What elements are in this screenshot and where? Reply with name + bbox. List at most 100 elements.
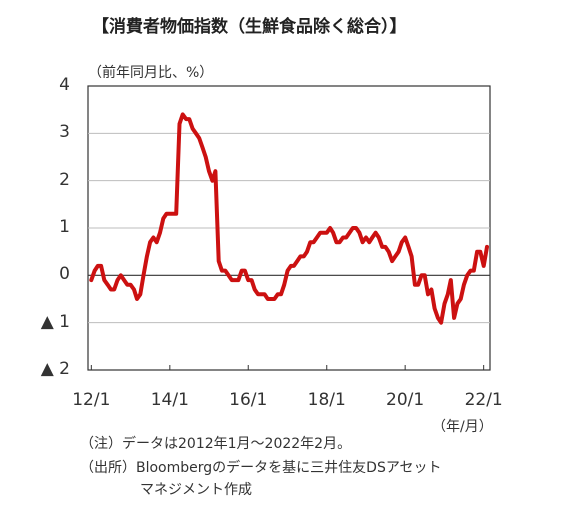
data-point — [178, 122, 182, 126]
data-point — [357, 231, 361, 235]
x-tick-label: 12/1 — [72, 390, 111, 410]
data-point — [413, 283, 417, 287]
data-point — [250, 278, 254, 282]
data-point — [331, 231, 335, 235]
data-point — [236, 278, 240, 282]
x-tick-label: 16/1 — [229, 390, 268, 410]
data-point — [419, 273, 423, 277]
data-point — [253, 288, 257, 292]
data-point — [433, 306, 437, 310]
y-tick-label: 3 — [59, 122, 70, 143]
data-point — [351, 226, 355, 230]
data-point — [344, 235, 348, 239]
data-point — [308, 240, 312, 244]
data-point — [286, 269, 290, 273]
data-point — [138, 292, 142, 296]
data-point — [439, 321, 443, 325]
data-point — [194, 131, 198, 135]
gridlines — [88, 132, 490, 324]
data-point — [282, 283, 286, 287]
data-point — [364, 235, 368, 239]
data-point — [312, 240, 316, 244]
data-point — [328, 226, 332, 230]
data-point — [109, 288, 113, 292]
data-point — [246, 278, 250, 282]
data-point — [148, 240, 152, 244]
y-tick-label: ▲ 1 — [40, 311, 70, 332]
data-point — [442, 302, 446, 306]
data-point — [338, 240, 342, 244]
data-point — [367, 240, 371, 244]
data-point — [279, 292, 283, 296]
chart-title: 【消費者物価指数（生鮮食品除く総合）】 — [92, 17, 407, 37]
y-tick-label: ▲ 2 — [40, 359, 70, 379]
data-point — [348, 231, 352, 235]
data-point — [223, 269, 227, 273]
data-point — [426, 292, 430, 296]
cpi-series-line — [89, 112, 489, 325]
data-point — [478, 250, 482, 254]
data-point — [305, 250, 309, 254]
data-point — [142, 273, 146, 277]
data-point — [446, 292, 450, 296]
data-point — [416, 283, 420, 287]
data-point — [295, 259, 299, 263]
data-point — [165, 212, 169, 216]
data-point — [472, 269, 476, 273]
data-point — [289, 264, 293, 268]
data-point — [436, 316, 440, 320]
data-point — [403, 235, 407, 239]
data-point — [89, 278, 93, 282]
source-line-continued: マネジメント作成 — [140, 482, 252, 498]
data-point — [259, 292, 263, 296]
data-point — [191, 127, 195, 131]
data-point — [168, 212, 172, 216]
data-point — [452, 316, 456, 320]
data-point — [210, 179, 214, 183]
data-point — [397, 250, 401, 254]
data-point — [106, 283, 110, 287]
data-point — [125, 283, 129, 287]
data-point — [161, 217, 165, 221]
data-point — [318, 231, 322, 235]
data-point — [256, 292, 260, 296]
data-point — [174, 212, 178, 216]
data-point — [459, 297, 463, 301]
data-point — [377, 235, 381, 239]
data-point — [217, 259, 221, 263]
data-point — [390, 259, 394, 263]
data-point — [200, 146, 204, 150]
data-point — [135, 297, 139, 301]
data-point — [469, 269, 473, 273]
data-point — [213, 169, 217, 173]
series-points — [89, 112, 489, 325]
data-point — [482, 264, 486, 268]
data-point — [429, 288, 433, 292]
y-tick-label: 1 — [59, 217, 70, 237]
x-tick-label: 20/1 — [386, 390, 425, 410]
data-point — [187, 117, 191, 121]
data-point — [145, 254, 149, 258]
data-point — [269, 297, 273, 301]
data-point — [292, 264, 296, 268]
data-point — [315, 235, 319, 239]
data-point — [341, 235, 345, 239]
x-axis-unit-label: （年/月） — [432, 419, 493, 435]
data-point — [325, 231, 329, 235]
data-point — [462, 283, 466, 287]
data-point — [155, 240, 159, 244]
data-point — [423, 273, 427, 277]
data-point — [116, 278, 120, 282]
data-point — [298, 254, 302, 258]
data-point — [263, 292, 267, 296]
data-point — [410, 254, 414, 258]
data-point — [93, 269, 97, 273]
data-point — [233, 278, 237, 282]
data-point — [102, 278, 106, 282]
data-point — [240, 269, 244, 273]
data-point — [400, 240, 404, 244]
data-point — [321, 231, 325, 235]
data-point — [374, 231, 378, 235]
data-point — [207, 169, 211, 173]
data-point — [112, 288, 116, 292]
